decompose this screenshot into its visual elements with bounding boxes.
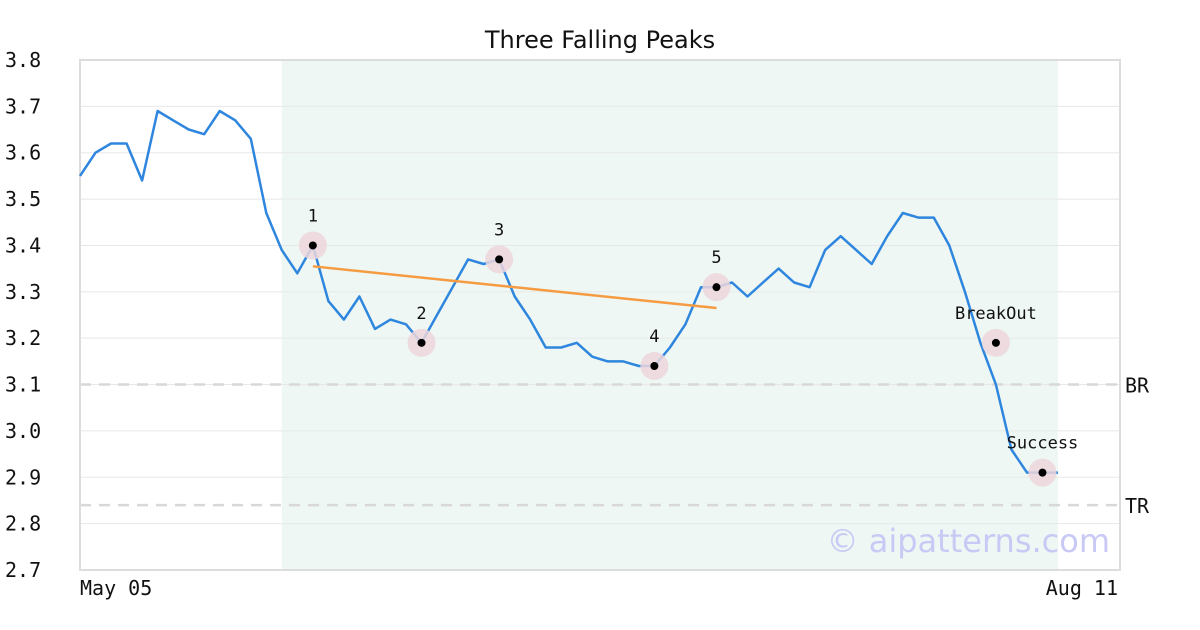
y-tick-label: 2.7 xyxy=(5,558,41,582)
marker-label: 1 xyxy=(308,206,318,226)
marker-label: 5 xyxy=(711,248,721,268)
x-tick-label: May 05 xyxy=(80,576,152,600)
y-tick-label: 3.4 xyxy=(5,233,41,257)
x-tick-label: Aug 11 xyxy=(1046,576,1118,600)
pattern-region xyxy=(281,60,1058,570)
watermark: © aipatterns.com xyxy=(827,522,1110,560)
y-tick-label: 3.7 xyxy=(5,94,41,118)
marker-label: 3 xyxy=(494,220,504,240)
price-line xyxy=(78,109,1058,474)
y-tick-label: 2.9 xyxy=(5,465,41,489)
marker-dot xyxy=(495,255,504,264)
marker-dot xyxy=(308,241,317,250)
y-tick-label: 3.3 xyxy=(5,280,41,304)
marker-dot xyxy=(1038,468,1047,477)
y-tick-label: 3.0 xyxy=(5,419,41,443)
marker-label: BreakOut xyxy=(955,304,1037,324)
marker-label: Success xyxy=(1007,434,1079,454)
marker-dot xyxy=(650,362,659,370)
marker-label: 4 xyxy=(649,327,659,347)
trendline xyxy=(312,265,717,310)
reference-line-label: TR xyxy=(1125,494,1150,518)
reference-line-label: BR xyxy=(1125,374,1150,398)
y-tick-label: 3.8 xyxy=(5,48,41,72)
y-tick-label: 3.1 xyxy=(5,373,41,397)
marker-dot xyxy=(417,338,426,347)
y-tick-label: 3.2 xyxy=(5,326,41,350)
marker-dot xyxy=(991,338,1000,347)
marker-dot xyxy=(712,283,721,292)
y-tick-label: 2.8 xyxy=(5,512,41,536)
plot-frame xyxy=(79,59,1121,571)
y-tick-label: 3.6 xyxy=(5,141,41,165)
chart-title: Three Falling Peaks xyxy=(484,26,715,54)
y-tick-label: 3.5 xyxy=(5,187,41,211)
marker-label: 2 xyxy=(416,304,426,324)
